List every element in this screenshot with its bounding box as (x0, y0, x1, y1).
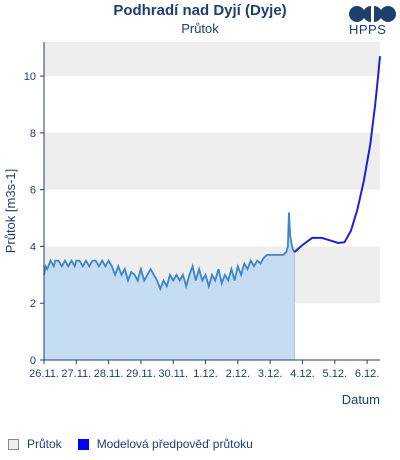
legend-item: Průtok (8, 437, 62, 451)
x-tick-label: 29.11. (126, 368, 156, 380)
y-tick-label: 4 (30, 241, 36, 253)
logo-text: HPPS (349, 22, 387, 37)
observed-line (43, 212, 296, 292)
band (44, 132, 380, 190)
y-tick-label: 0 (30, 355, 36, 367)
hpps-logo-icon (349, 6, 396, 22)
legend-label: Průtok (27, 437, 62, 451)
y-tick-label: 8 (30, 128, 36, 140)
y-axis-label: Průtok [m3s-1] (3, 169, 18, 254)
x-tick-label: 2.12. (226, 368, 250, 380)
legend-swatch (8, 438, 19, 450)
chart-title: Podhradí nad Dyjí (Dyje) (113, 2, 287, 19)
y-tick-label: 10 (24, 71, 36, 83)
x-tick-label: 27.11. (61, 368, 91, 380)
x-axis-label: Datum (342, 392, 380, 407)
x-tick-label: 1.12. (193, 368, 217, 380)
chart: 0 2 4 6 8 10 26.11. 27.11. 28.11. 29.11. 30.11. 1.1… (3, 42, 381, 407)
x-tick-label: 26.11. (29, 368, 59, 380)
legend-label: Modelová předpověď průtoku (96, 437, 253, 451)
x-tick-label: 28.11. (94, 368, 124, 380)
x-tick-label: 5.12. (323, 368, 347, 380)
x-tick-label: 6.12. (355, 368, 379, 380)
legend: Průtok Modelová předpověď průtoku (8, 437, 269, 451)
chart-subtitle: Průtok (181, 21, 219, 36)
x-tick-label: 3.12. (258, 368, 282, 380)
x-tick-label: 30.11. (158, 368, 188, 380)
y-tick-label: 6 (30, 185, 36, 197)
band (44, 42, 380, 77)
observed-area (44, 212, 295, 360)
y-tick-label: 2 (30, 298, 36, 310)
legend-item: Modelová předpověď průtoku (77, 437, 253, 451)
forecast-line (293, 56, 381, 253)
legend-swatch (77, 438, 89, 450)
x-tick-label: 4.12. (290, 368, 314, 380)
